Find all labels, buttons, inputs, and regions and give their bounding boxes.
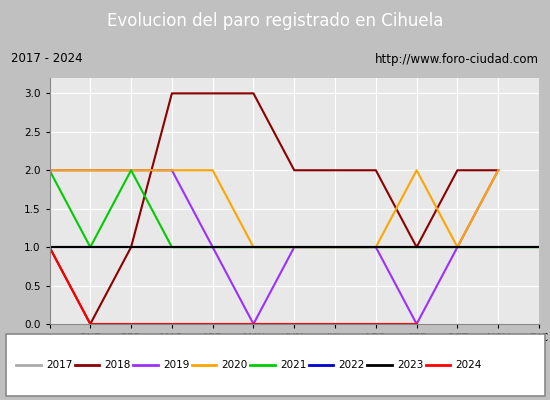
Text: 2021: 2021	[280, 360, 306, 370]
Text: 2020: 2020	[222, 360, 248, 370]
FancyBboxPatch shape	[6, 334, 544, 396]
Text: 2017: 2017	[46, 360, 72, 370]
Text: 2022: 2022	[339, 360, 365, 370]
Text: 2023: 2023	[397, 360, 424, 370]
Text: 2017 - 2024: 2017 - 2024	[11, 52, 82, 66]
Text: 2018: 2018	[104, 360, 131, 370]
Text: http://www.foro-ciudad.com: http://www.foro-ciudad.com	[375, 52, 539, 66]
Text: 2024: 2024	[455, 360, 482, 370]
Text: Evolucion del paro registrado en Cihuela: Evolucion del paro registrado en Cihuela	[107, 12, 443, 30]
Text: 2019: 2019	[163, 360, 189, 370]
